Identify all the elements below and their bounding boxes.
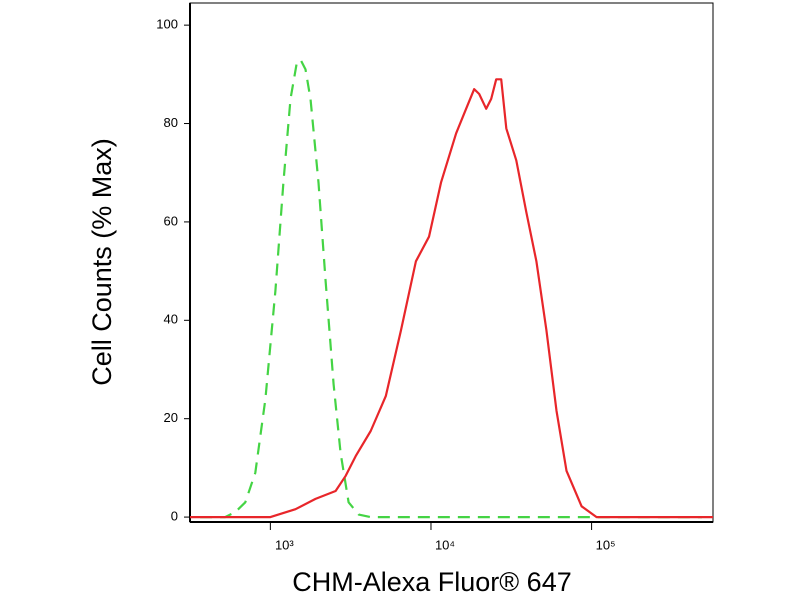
y-tick-label: 40 [164, 312, 178, 327]
x-tick-label: 10⁵ [596, 537, 616, 552]
x-tick-label: 10⁴ [435, 537, 455, 552]
y-axis-title: Cell Counts (% Max) [87, 138, 117, 386]
x-axis-title: CHM-Alexa Fluor® 647 [292, 567, 571, 597]
x-tick-label: 10³ [275, 537, 294, 552]
y-tick-label: 80 [164, 115, 178, 130]
plot-frame [189, 2, 714, 523]
y-tick-label: 20 [164, 410, 178, 425]
histogram-line [190, 78, 713, 519]
y-tick-label: 100 [156, 17, 178, 32]
y-tick-label: 0 [171, 509, 178, 524]
y-tick-label: 60 [164, 213, 178, 228]
histogram-line [200, 58, 702, 519]
